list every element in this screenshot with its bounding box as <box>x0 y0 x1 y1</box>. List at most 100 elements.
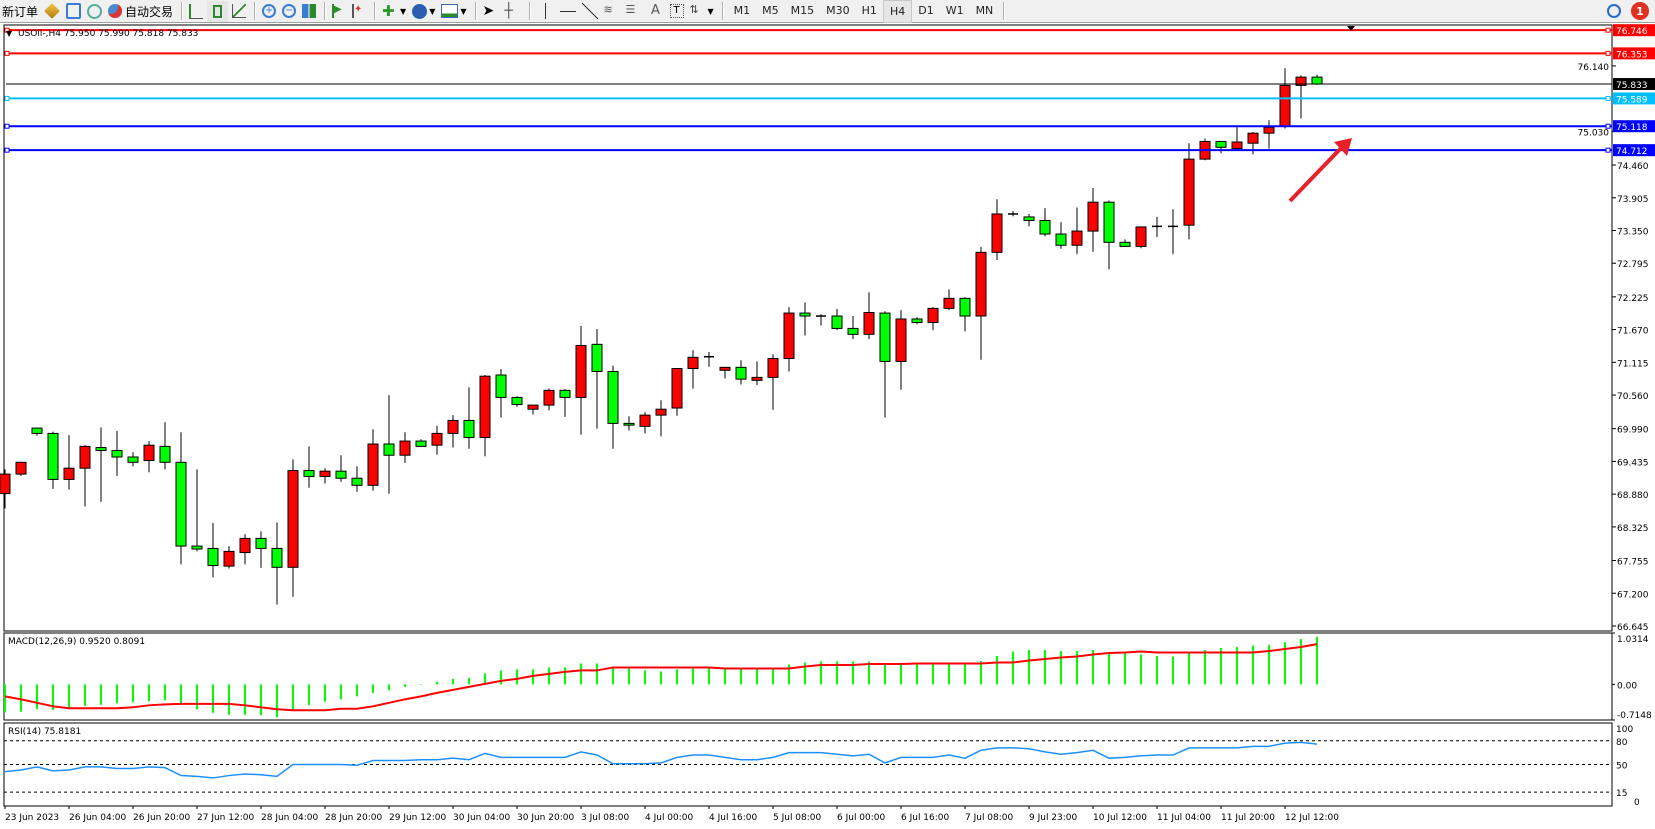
separator <box>721 2 724 20</box>
new-order-button[interactable]: 新订单 <box>0 1 40 22</box>
market-watch-button[interactable] <box>42 1 62 22</box>
line-chart-button[interactable] <box>230 1 248 22</box>
fibo-levels-button[interactable]: ☰ <box>624 1 644 22</box>
candle-body <box>735 366 747 380</box>
candlestick-button[interactable] <box>207 0 229 22</box>
trendline-icon <box>581 3 598 19</box>
candle <box>319 468 331 484</box>
candle <box>463 387 475 449</box>
timeframe-w1[interactable]: W1 <box>945 3 964 17</box>
trendline-button[interactable] <box>580 1 600 22</box>
x-tick-label: 3 Jul 08:00 <box>581 813 630 823</box>
bar-chart-button[interactable] <box>187 1 205 22</box>
candle <box>959 297 971 332</box>
candle <box>111 431 123 476</box>
x-tick-label: 28 Jun 20:00 <box>325 813 382 823</box>
auto-trading-button[interactable]: 自动交易 <box>106 1 175 22</box>
timeframe-d1[interactable]: D1 <box>918 3 934 17</box>
candle-body <box>383 443 395 456</box>
candle <box>687 350 699 389</box>
fibonacci-button[interactable]: ≋ <box>602 1 622 22</box>
candle-body <box>351 477 363 486</box>
label-button[interactable]: T <box>668 1 686 22</box>
indicators-button[interactable]: ✚ ▼ <box>380 1 408 22</box>
zoom-in-button[interactable]: + <box>260 1 278 22</box>
separator <box>528 2 531 20</box>
zoom-out-button[interactable]: − <box>280 1 298 22</box>
timeframe-h4[interactable]: H4 <box>882 0 913 23</box>
candle-body <box>63 467 75 480</box>
notification-badge[interactable]: 1 <box>1631 2 1649 20</box>
timeframe-m30[interactable]: M30 <box>826 3 850 17</box>
candle-body <box>127 456 139 463</box>
candle <box>79 445 91 507</box>
separator <box>1003 2 1006 20</box>
x-tick-label: 26 Jun 04:00 <box>69 813 126 823</box>
signals-button[interactable] <box>85 1 104 22</box>
templates-button[interactable]: ▼ <box>439 1 468 22</box>
candle <box>271 522 283 605</box>
candle <box>735 360 747 385</box>
signals-icon <box>87 3 103 19</box>
chart-shift-marker-icon <box>1347 26 1355 31</box>
candle-body <box>607 370 619 424</box>
label-icon: T <box>669 4 684 18</box>
y-tick-label: 72.225 <box>1617 294 1649 304</box>
vertical-line-button[interactable] <box>535 1 556 22</box>
horizontal-line-button[interactable] <box>558 1 578 22</box>
candle <box>1231 127 1243 150</box>
caret-down-icon: ▼ <box>707 6 714 16</box>
level-price-label: 75.833 <box>1616 81 1648 91</box>
y-tick-label: 72.795 <box>1617 260 1649 270</box>
candle <box>895 310 907 390</box>
bar-chart-icon <box>189 3 204 19</box>
chart-shift-button[interactable]: ▶ <box>330 1 348 22</box>
x-tick-label: 28 Jun 04:00 <box>261 813 318 823</box>
candle <box>495 369 507 418</box>
timeframe-mn[interactable]: MN <box>975 3 994 17</box>
candle <box>1023 213 1035 227</box>
navigator-button[interactable] <box>64 1 83 22</box>
candle-body <box>1279 84 1291 127</box>
candle <box>799 302 811 336</box>
timeframe-m15[interactable]: M15 <box>790 3 815 17</box>
candle <box>655 400 667 437</box>
candle-body <box>255 537 267 549</box>
x-tick-label: 11 Jul 20:00 <box>1221 813 1275 823</box>
x-tick-label: 9 Jul 23:00 <box>1029 813 1078 823</box>
separator <box>181 2 184 20</box>
candle <box>527 404 539 415</box>
search-icon[interactable] <box>1607 4 1621 18</box>
rsi-y-tick-label: 0 <box>1634 798 1640 808</box>
candle-body <box>687 356 699 370</box>
autoscroll-button[interactable]: ✦ <box>350 1 368 22</box>
candle-body <box>31 427 43 434</box>
candle-body <box>15 461 27 475</box>
text-button[interactable]: A <box>646 1 666 22</box>
vertical-line-icon <box>544 3 554 19</box>
zoom-out-icon: − <box>282 4 297 18</box>
candle-body <box>479 375 491 439</box>
chart-window[interactable]: 76.140 75.030 74.460 73.905 73.350 72.795 72.2… <box>0 24 1655 829</box>
timeframe-h1[interactable]: H1 <box>861 3 877 17</box>
candle-body <box>399 440 411 456</box>
candle-body <box>751 376 763 381</box>
candle <box>719 366 731 379</box>
collapse-arrow-icon[interactable]: ▼ <box>6 29 13 38</box>
candle-body <box>831 315 843 329</box>
y-tick-label: 71.115 <box>1617 359 1649 369</box>
periods-button[interactable]: ▼ <box>410 1 437 22</box>
candle <box>1295 75 1307 119</box>
crosshair-button[interactable]: ┼ <box>503 1 523 22</box>
rsi-y-tick-label: 15 <box>1616 789 1627 799</box>
timeframe-m1[interactable]: M1 <box>733 3 751 17</box>
separator <box>474 2 477 20</box>
level-price-tag <box>1613 78 1655 91</box>
y-tick-label: 69.435 <box>1617 458 1649 468</box>
timeframe-m5[interactable]: M5 <box>762 3 779 17</box>
tile-windows-button[interactable] <box>300 1 318 22</box>
arrows-button[interactable]: ⇅ ▼ <box>688 1 716 22</box>
separator <box>374 2 377 20</box>
cursor-button[interactable]: ➤ <box>481 1 501 22</box>
rsi-y-tick-label: 100 <box>1616 725 1633 735</box>
